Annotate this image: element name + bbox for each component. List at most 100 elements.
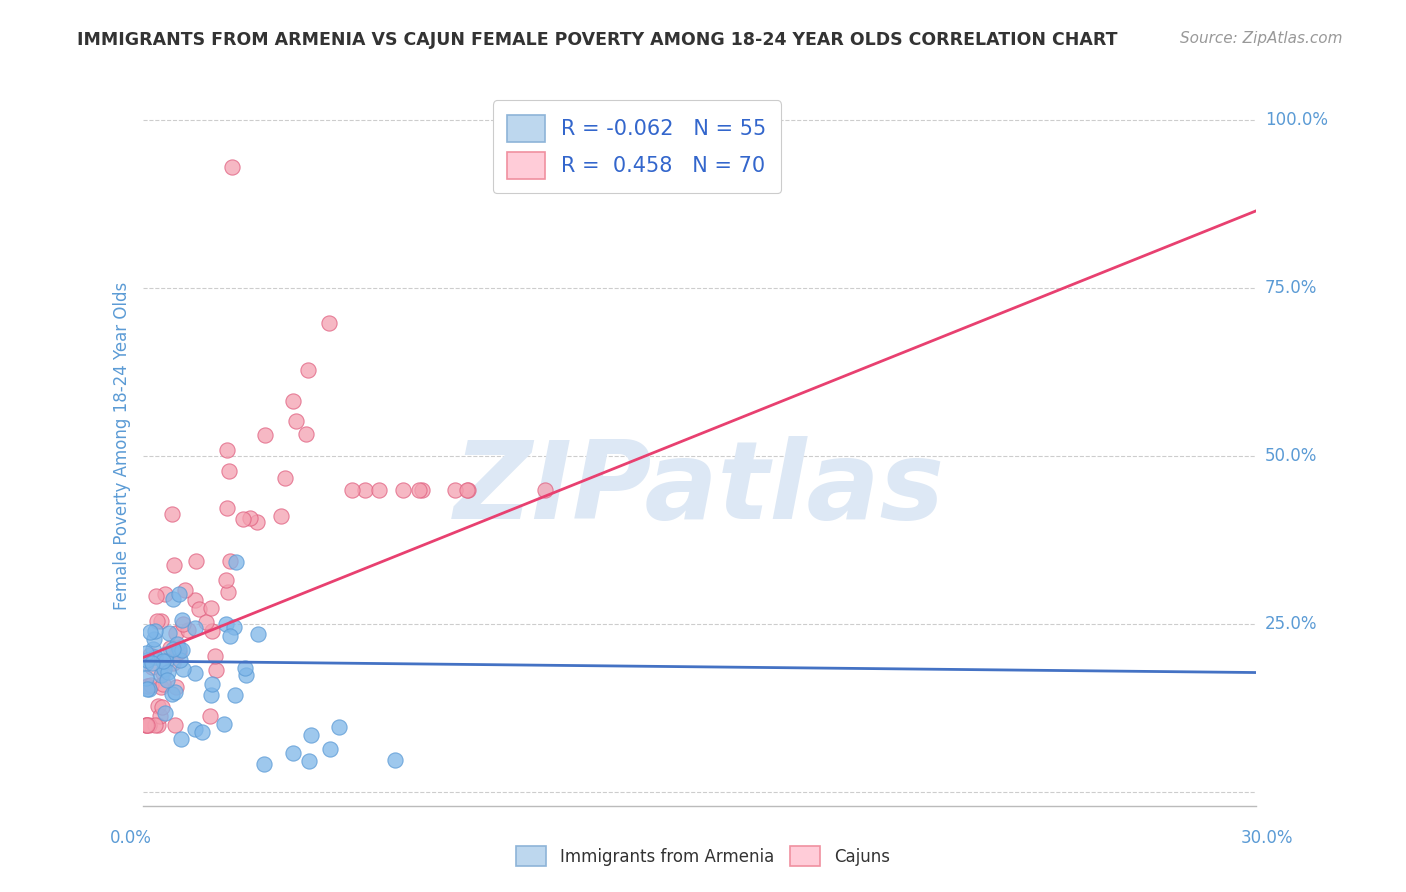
- Text: 100.0%: 100.0%: [1265, 111, 1327, 129]
- Point: [368, 483, 391, 497]
- Point: [219, 553, 242, 567]
- Point: [215, 617, 238, 632]
- Point: [184, 722, 207, 736]
- Point: [299, 728, 322, 742]
- Text: 75.0%: 75.0%: [1265, 279, 1317, 297]
- Point: [170, 613, 193, 627]
- Point: [143, 624, 166, 639]
- Point: [173, 583, 195, 598]
- Point: [177, 623, 200, 637]
- Text: 50.0%: 50.0%: [1265, 447, 1317, 465]
- Y-axis label: Female Poverty Among 18-24 Year Olds: Female Poverty Among 18-24 Year Olds: [114, 282, 131, 610]
- Point: [204, 649, 226, 664]
- Point: [157, 626, 180, 640]
- Point: [162, 642, 184, 657]
- Text: IMMIGRANTS FROM ARMENIA VS CAJUN FEMALE POVERTY AMONG 18-24 YEAR OLDS CORRELATIO: IMMIGRANTS FROM ARMENIA VS CAJUN FEMALE …: [77, 31, 1118, 49]
- Point: [166, 646, 188, 660]
- Point: [138, 681, 160, 696]
- Point: [169, 653, 191, 667]
- Point: [136, 653, 159, 667]
- Point: [139, 677, 162, 691]
- Point: [184, 621, 207, 635]
- Point: [232, 512, 254, 526]
- Point: [297, 363, 319, 377]
- Point: [384, 753, 406, 767]
- Point: [201, 677, 224, 691]
- Point: [141, 660, 163, 674]
- Point: [167, 586, 190, 600]
- Point: [135, 656, 157, 670]
- Point: [167, 642, 190, 657]
- Point: [155, 647, 177, 661]
- Point: [136, 681, 159, 696]
- Point: [148, 699, 170, 714]
- Point: [136, 679, 159, 693]
- Point: [191, 724, 214, 739]
- Point: [150, 614, 173, 628]
- Point: [162, 592, 184, 607]
- Point: [284, 414, 307, 428]
- Point: [141, 656, 163, 670]
- Point: [142, 632, 165, 647]
- Point: [270, 509, 292, 524]
- Point: [145, 614, 167, 628]
- Point: [200, 600, 222, 615]
- Point: [354, 483, 377, 497]
- Point: [200, 624, 222, 638]
- Point: [173, 617, 195, 632]
- Point: [184, 592, 207, 607]
- Point: [166, 637, 188, 651]
- Point: [135, 671, 157, 685]
- Point: [153, 706, 176, 720]
- Point: [149, 709, 172, 723]
- Point: [138, 648, 160, 662]
- Point: [159, 640, 181, 655]
- Point: [163, 718, 186, 732]
- Point: [160, 687, 183, 701]
- Point: [155, 655, 177, 669]
- Point: [149, 668, 172, 682]
- Point: [142, 642, 165, 657]
- Point: [183, 666, 205, 681]
- Point: [165, 626, 187, 640]
- Point: [215, 573, 238, 587]
- Point: [162, 656, 184, 670]
- Point: [138, 718, 160, 732]
- Point: [235, 667, 257, 681]
- Point: [218, 464, 240, 478]
- Text: 25.0%: 25.0%: [1265, 615, 1317, 633]
- Point: [198, 709, 221, 723]
- Point: [153, 662, 176, 676]
- Point: [217, 500, 239, 515]
- Point: [212, 717, 235, 731]
- Point: [200, 688, 222, 702]
- Point: [152, 665, 174, 680]
- Point: [221, 160, 243, 174]
- Point: [150, 680, 173, 694]
- Point: [150, 700, 173, 714]
- Point: [444, 483, 467, 497]
- Point: [328, 720, 350, 734]
- Point: [135, 646, 157, 660]
- Point: [188, 602, 211, 616]
- Point: [225, 555, 247, 569]
- Point: [246, 516, 269, 530]
- Point: [167, 645, 190, 659]
- Point: [217, 443, 239, 458]
- Point: [205, 663, 228, 677]
- Point: [534, 483, 557, 497]
- Legend: R = -0.062   N = 55, R =  0.458   N = 70: R = -0.062 N = 55, R = 0.458 N = 70: [492, 101, 782, 194]
- Point: [233, 661, 256, 675]
- Point: [135, 718, 157, 732]
- Text: 30.0%: 30.0%: [1241, 829, 1294, 847]
- Point: [224, 688, 246, 702]
- Point: [160, 507, 183, 521]
- Point: [169, 731, 191, 746]
- Point: [253, 756, 276, 771]
- Point: [238, 511, 260, 525]
- Point: [139, 624, 162, 639]
- Point: [195, 615, 218, 629]
- Point: [170, 643, 193, 657]
- Point: [165, 685, 187, 699]
- Point: [148, 718, 170, 732]
